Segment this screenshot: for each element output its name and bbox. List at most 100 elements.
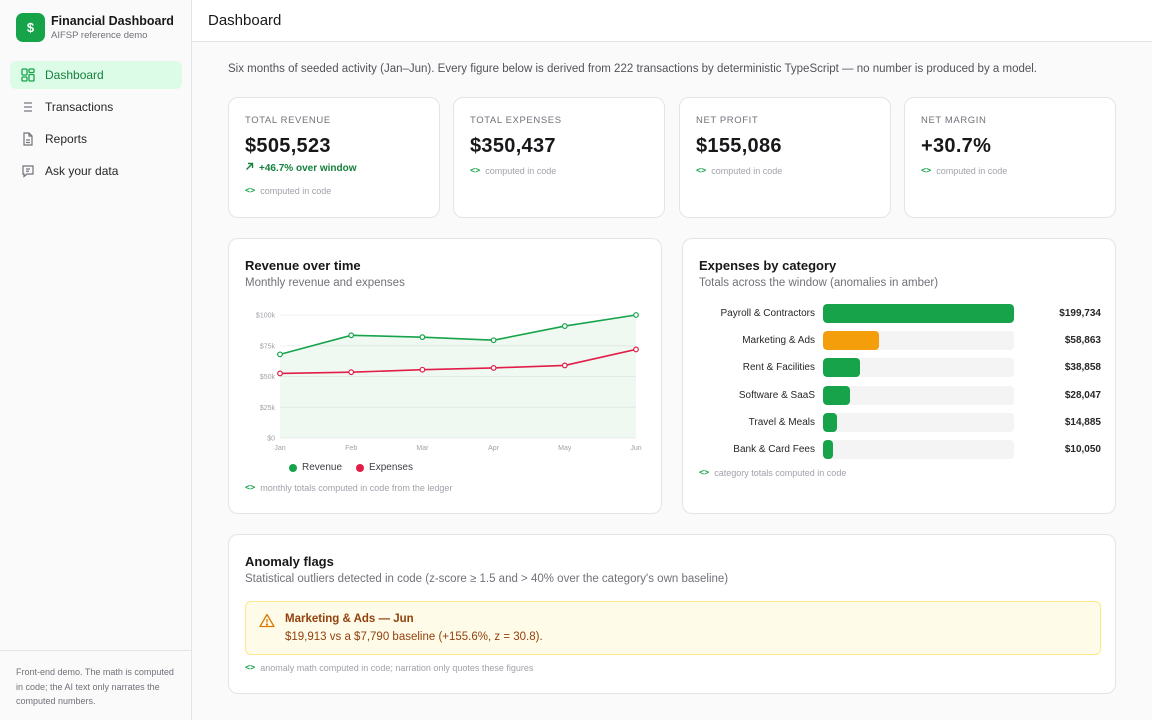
category-bar [823,412,838,432]
y-tick-label: $100k [256,313,276,320]
category-amount: $28,047 [1064,389,1101,401]
category-label: Bank & Card Fees [733,444,815,455]
category-label: Rent & Facilities [742,362,815,374]
expenses-point [277,370,283,377]
category-bar-track [823,412,1014,432]
revenue-chart-card: Revenue over time Monthly revenue and ex… [228,238,662,514]
kpi-value: $350,437 [470,135,556,157]
expenses-category-card: Expenses by category Totals across the w… [682,238,1116,514]
kpi-card-total-revenue: TOTAL REVENUE $505,523 +46.7% over windo… [228,97,440,218]
code-icon: <> [699,468,710,478]
brand[interactable]: $ Financial Dashboard AIFSP reference de… [16,13,174,42]
category-bar-track [823,358,1014,378]
kpi-label: TOTAL REVENUE [245,115,331,126]
category-row[interactable]: Software & SaaS $28,047 [683,385,1117,406]
card-subtitle: Monthly revenue and expenses [245,277,405,289]
legend-item-expenses[interactable]: Expenses [356,462,413,473]
revenue-point [348,332,355,339]
warning-icon [259,613,275,633]
expenses-line [279,348,637,375]
code-icon: <> [696,166,707,176]
legend-swatch [356,463,365,472]
category-amount: $10,050 [1064,444,1101,455]
x-tick-label: Jan [274,445,285,452]
computed-note: <> category totals computed in code [699,468,847,478]
sidebar-nav: Dashboard Transactions Reports Ask your … [10,61,182,189]
kpi-label: NET MARGIN [921,115,987,126]
kpi-label: NET PROFIT [696,115,759,126]
y-tick-label: $0 [267,436,275,443]
category-amount: $199,734 [1059,308,1101,319]
category-row[interactable]: Payroll & Contractors $199,734 [683,304,1117,324]
computed-note: <> computed in code [470,166,557,176]
revenue-point [490,337,497,344]
sidebar-item-label: Transactions [45,100,114,114]
category-bar [823,304,1014,323]
legend-label: Revenue [302,462,343,473]
revenue-point [633,312,639,318]
category-bar-track [823,440,1014,459]
category-amount: $58,863 [1064,335,1101,347]
category-bar [823,331,880,351]
dashboard-icon [20,68,35,83]
category-row[interactable]: Marketing & Ads $58,863 [683,331,1117,351]
computed-note: <> computed in code [921,166,1008,176]
category-bar-track [823,331,1014,351]
expenses-point [348,369,355,376]
revenue-area [280,315,636,438]
category-bar-track [823,385,1014,405]
category-row[interactable]: Bank & Card Fees $10,050 [683,440,1117,460]
anomaly-flag[interactable]: Marketing & Ads — Jun $19,913 vs a $7,79… [245,601,1101,655]
category-label: Payroll & Contractors [720,308,815,319]
revenue-line-chart: $0 $25k $50k $75k $100k Jan Feb Mar Apr May Jun [256,312,642,452]
y-tick-label: $50k [260,374,276,381]
expenses-point [633,346,639,353]
y-tick-label: $75k [260,343,276,350]
y-tick-label: $25k [260,405,276,412]
x-tick-label: Mar [416,445,429,452]
revenue-point [277,351,283,358]
arrow-up-right-icon [245,162,254,174]
card-subtitle: Totals across the window (anomalies in a… [699,277,939,289]
sidebar-item-transactions[interactable]: Transactions [10,93,182,121]
expenses-point [561,362,568,369]
card-subtitle: Statistical outliers detected in code (z… [245,573,729,585]
sidebar-item-ask-your-data[interactable]: Ask your data [10,157,182,185]
app-title: Financial Dashboard [51,13,174,28]
sidebar-item-dashboard[interactable]: Dashboard [10,61,182,89]
card-title: Anomaly flags [245,554,334,569]
intro-text: Six months of seeded activity (Jan–Jun).… [228,63,1038,75]
code-icon: <> [245,483,256,493]
revenue-point [419,334,426,341]
anomaly-flag-title: Marketing & Ads — Jun [285,613,414,625]
x-tick-label: Apr [488,445,500,452]
sidebar-item-label: Ask your data [45,164,119,178]
page-title: Dashboard [208,12,282,29]
kpi-card-net-margin: NET MARGIN +30.7% <> computed in code [904,97,1116,218]
kpi-trend: +46.7% over window [245,162,357,174]
revenue-point [561,323,568,329]
legend-item-revenue[interactable]: Revenue [289,462,342,473]
legend-swatch [289,463,297,472]
category-label: Marketing & Ads [742,335,815,347]
kpi-trend-text: +46.7% over window [259,162,357,174]
anomaly-flags-card: Anomaly flags Statistical outliers detec… [228,534,1116,694]
sidebar-item-reports[interactable]: Reports [10,125,182,153]
expenses-point [490,364,497,371]
code-icon: <> [470,166,481,176]
revenue-line [279,314,637,356]
category-row[interactable]: Rent & Facilities $38,858 [683,358,1117,378]
anomaly-flag-detail: $19,913 vs a $7,790 baseline (+155.6%, z… [285,631,543,643]
category-label: Travel & Meals [748,416,815,428]
code-icon: <> [921,166,932,176]
sidebar-item-label: Dashboard [45,68,104,82]
code-icon: <> [245,663,256,673]
category-bar [823,358,861,378]
category-row[interactable]: Travel & Meals $14,885 [683,412,1117,433]
sidebar-item-label: Reports [45,132,88,146]
kpi-value: +30.7% [921,135,992,157]
legend-label: Expenses [369,462,413,473]
chart-legend: Revenue Expenses [289,462,427,473]
category-bar-track [823,304,1014,323]
x-tick-label: May [558,445,572,452]
